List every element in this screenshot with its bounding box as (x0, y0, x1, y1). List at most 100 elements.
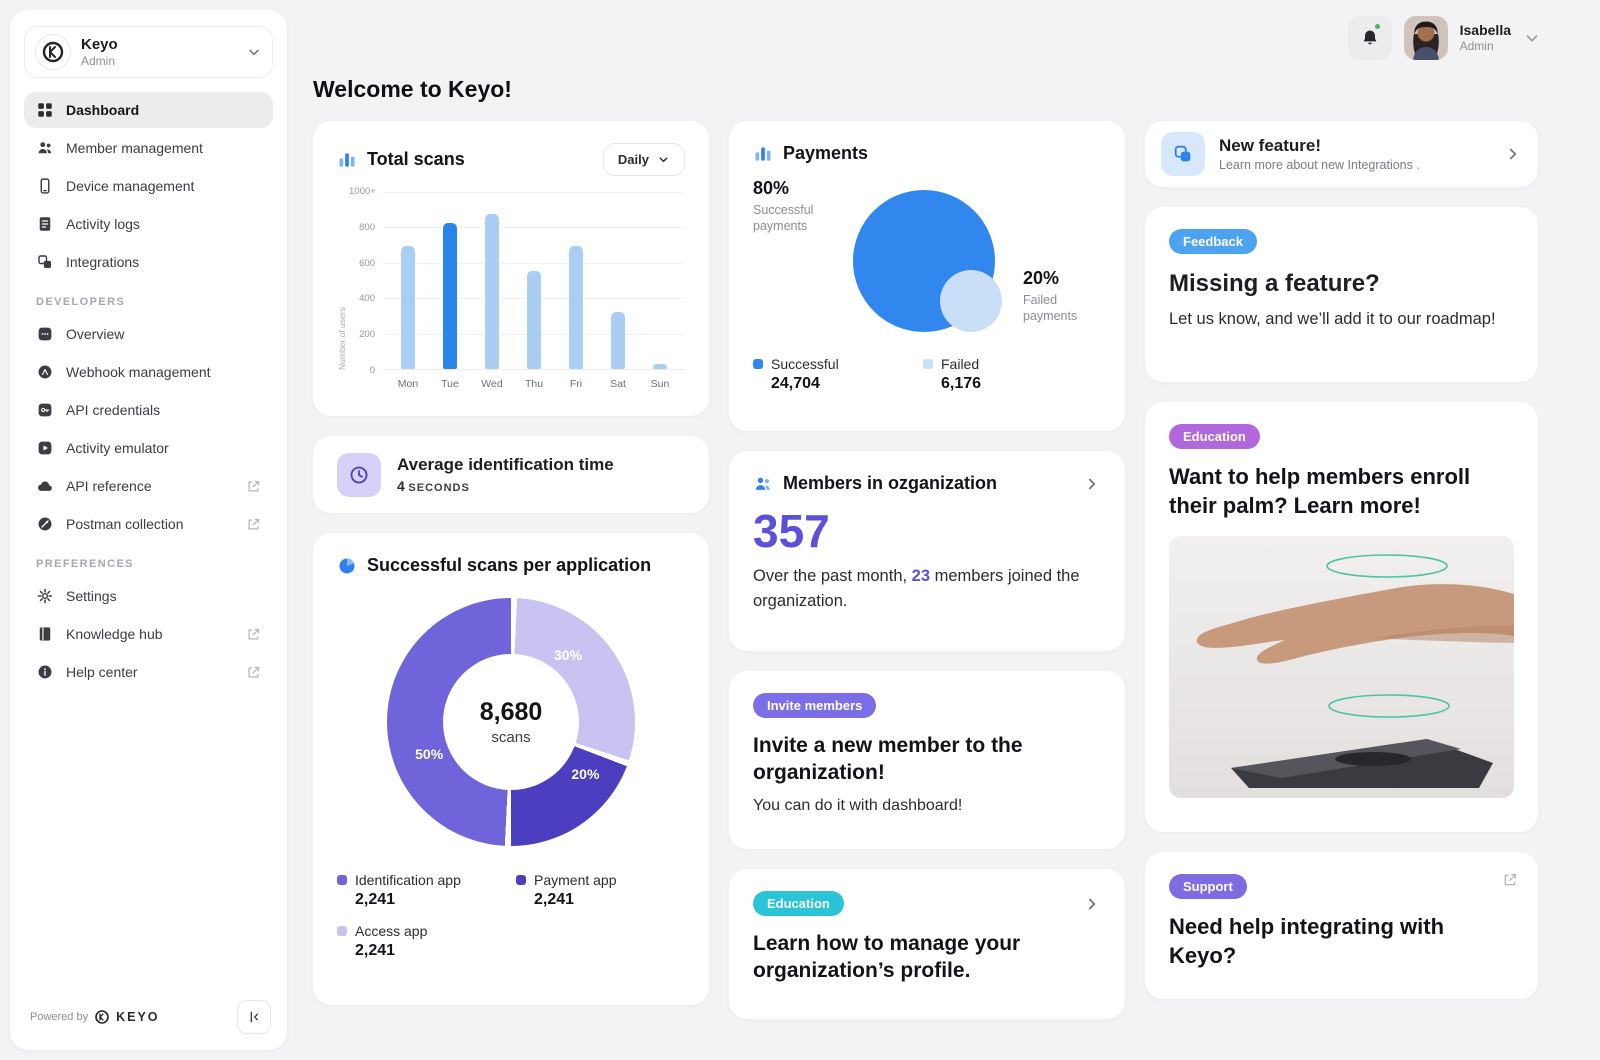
card-title: Members in ozganization (783, 473, 998, 493)
failed-bubble[interactable] (940, 270, 1002, 332)
card-title: Total scans (367, 149, 465, 169)
sidebar-item-overview[interactable]: Overview (24, 316, 273, 352)
sidebar-item-postman-collection[interactable]: Postman collection (24, 506, 273, 542)
sidebar-item-label: Activity emulator (66, 440, 169, 456)
education-badge: Education (1169, 424, 1260, 449)
webhook-icon (36, 363, 54, 381)
powered-by: Powered by KEYO (30, 1010, 160, 1024)
sidebar-item-dashboard[interactable]: Dashboard (24, 92, 273, 128)
bar-tue[interactable] (443, 223, 457, 369)
external-link-icon (246, 479, 261, 494)
bar-mon[interactable] (401, 246, 415, 369)
external-link-icon[interactable] (1502, 872, 1518, 888)
avg-time-value: 4 SECONDS (397, 478, 470, 494)
avatar[interactable] (1403, 16, 1448, 60)
sidebar-item-api-credentials[interactable]: API credentials (24, 392, 273, 428)
range-selector[interactable]: Daily (602, 143, 685, 176)
sidebar-item-member-management[interactable]: Member management (24, 130, 273, 166)
sidebar-item-settings[interactable]: Settings (24, 578, 273, 614)
failed-stat: 20% Failed payments (1023, 268, 1078, 324)
sidebar-item-api-reference[interactable]: API reference (24, 468, 273, 504)
key-icon (36, 401, 54, 419)
dashboard-icon (36, 101, 54, 119)
members-icon (753, 474, 773, 494)
play-icon (36, 439, 54, 457)
sidebar-item-label: Knowledge hub (66, 626, 163, 642)
page-title: Welcome to Keyo! (313, 76, 512, 102)
y-axis-label: Number of users (337, 307, 347, 370)
segment-label-payment: 20% (571, 766, 600, 783)
donut-center: 8,680 scans (443, 654, 579, 790)
education-palm-card: Education Want to help members enroll th… (1145, 402, 1538, 832)
pie-chart-icon (337, 556, 357, 576)
sidebar-item-label: Overview (66, 326, 125, 342)
bar-chart-icon (753, 144, 773, 164)
chevron-right-icon[interactable] (1083, 475, 1101, 493)
notification-dot (1372, 22, 1382, 31)
chevron-right-icon[interactable] (1083, 895, 1101, 913)
keyo-mark-icon (95, 1010, 109, 1024)
card-title: Payments (783, 143, 869, 163)
bar-thu[interactable] (527, 271, 541, 369)
sidebar-item-label: API credentials (66, 402, 161, 418)
sidebar-collapse-button[interactable] (237, 1000, 271, 1034)
education-profile-card[interactable]: Education Learn how to manage your organ… (729, 869, 1125, 1019)
new-feature-card[interactable]: New feature! Learn more about new Integr… (1145, 121, 1538, 187)
sidebar-item-knowledge-hub[interactable]: Knowledge hub (24, 616, 273, 652)
bar-chart: Number of users 1000+ 800 600 400 200 0 (337, 186, 685, 390)
donut-chart-box: 8,680 scans 30% 20% 50% (387, 598, 635, 846)
sidebar-item-integrations[interactable]: Integrations (24, 244, 273, 280)
bar-sun[interactable] (653, 364, 667, 369)
sidebar-item-help-center[interactable]: Help center (24, 654, 273, 690)
education-heading: Learn how to manage your organization’s … (753, 932, 1021, 983)
members-icon (36, 139, 54, 157)
sidebar-item-activity-emulator[interactable]: Activity emulator (24, 430, 273, 466)
legend-failed: Failed 6,176 (923, 356, 1093, 393)
integrations-icon (36, 253, 54, 271)
card-title: Successful scans per application (367, 555, 652, 575)
education-badge: Education (753, 891, 844, 916)
sidebar-item-label: Device management (66, 178, 195, 194)
bar-sat[interactable] (611, 312, 625, 369)
bar-wed[interactable] (485, 214, 499, 369)
sidebar-item-label: Member management (66, 140, 203, 156)
org-name: Keyo (81, 36, 118, 53)
sidebar-item-webhook-management[interactable]: Webhook management (24, 354, 273, 390)
book-icon (36, 625, 54, 643)
sidebar-item-activity-logs[interactable]: Activity logs (24, 206, 273, 242)
legend-dot (337, 875, 347, 885)
preferences-section-heading: PREFERENCES (36, 558, 134, 570)
gear-icon (36, 587, 54, 605)
sidebar-item-label: Help center (66, 664, 138, 680)
device-icon (36, 177, 54, 195)
palm-heading: Want to help members enroll their palm? … (1169, 464, 1471, 518)
chevron-right-icon[interactable] (1504, 145, 1522, 163)
chevron-down-icon (246, 44, 262, 60)
external-link-icon (246, 627, 261, 642)
topbar: Isabella Admin (313, 0, 1541, 60)
sidebar-item-device-management[interactable]: Device management (24, 168, 273, 204)
invite-heading: Invite a new member to the organization! (753, 734, 1023, 785)
invite-members-card: Invite members Invite a new member to th… (729, 671, 1125, 849)
org-selector[interactable]: Keyo Admin (24, 26, 273, 78)
user-menu[interactable]: Isabella Admin (1460, 22, 1511, 55)
invite-text: You can do it with dashboard! (753, 796, 963, 814)
bar-fri[interactable] (569, 246, 583, 369)
sidebar-item-label: Webhook management (66, 364, 211, 380)
postman-icon (36, 515, 54, 533)
sidebar-item-label: Integrations (66, 254, 140, 270)
feedback-heading: Missing a feature? (1169, 270, 1380, 297)
chevron-down-icon[interactable] (1523, 29, 1541, 47)
info-icon (36, 663, 54, 681)
legend-access-app: Access app 2,241 (337, 923, 506, 960)
segment-label-access: 30% (554, 647, 583, 664)
chat-icon (36, 325, 54, 343)
legend-dot (516, 875, 526, 885)
legend-dot (753, 359, 763, 369)
notifications-button[interactable] (1347, 16, 1392, 60)
sidebar-item-label: Settings (66, 588, 117, 604)
support-badge: Support (1169, 874, 1247, 899)
external-link-icon (246, 665, 261, 680)
legend-successful: Successful 24,704 (753, 356, 923, 393)
new-feature-title: New feature! (1219, 136, 1322, 155)
